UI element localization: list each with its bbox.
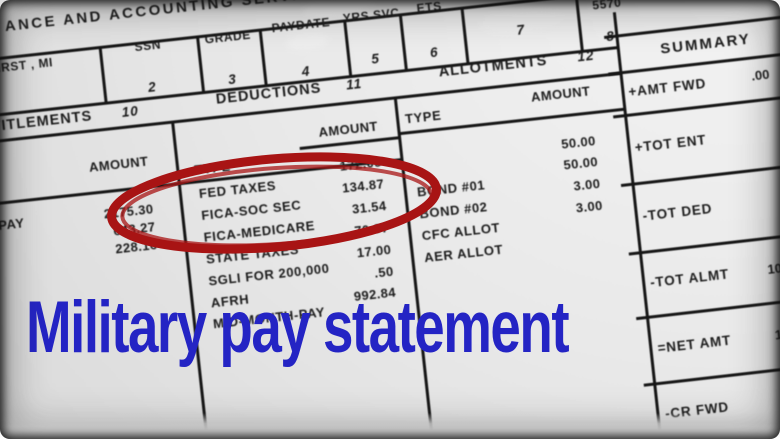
id-column-label: SSN [133, 37, 162, 55]
id-column-number: 5 [370, 50, 381, 67]
id-column-label: GRADE [203, 27, 252, 47]
grid-line-vertical [393, 96, 449, 439]
allotment-row-type: CFC ALLOT [421, 219, 501, 244]
entitlements-amount-header: AMOUNT [88, 153, 149, 175]
summary-item-label: +AMT FWD [627, 75, 707, 100]
summary-item-amount: .00 [750, 66, 771, 84]
allotment-row-amount: 50.00 [562, 153, 599, 173]
allotment-row-amount: 3.00 [575, 197, 604, 216]
deductions-section-number: 11 [345, 75, 363, 93]
allotment-row-type: AER ALLOT [423, 241, 504, 266]
redaction-smudge [285, 31, 329, 52]
id-column-number: 6 [429, 44, 439, 61]
entitlements-section-number: 10 [120, 103, 140, 120]
id-column-label: PAYDATE [270, 15, 331, 36]
photo-bottom-edge [0, 413, 780, 439]
entitlement-row-type: PAY [0, 215, 26, 233]
allotment-row-type: BOND #01 [416, 177, 486, 200]
allotments-type-header: TYPE [404, 107, 443, 127]
allotment-row-amount: 3.00 [572, 175, 602, 194]
allotment-row-type: BOND #02 [418, 199, 489, 222]
deductions-type-header: TYPE [193, 158, 232, 178]
caption-text: Military pay statement [26, 287, 570, 368]
summary-item-label: +TOT ENT [633, 132, 708, 156]
id-column-label: 5570 [591, 0, 623, 13]
summary-item-label: -TOT ALMT [649, 266, 730, 291]
summary-item-label: =NET AMT [656, 332, 732, 356]
summary-item-amount-partial: 10 [766, 260, 780, 277]
summary-item-label: -TOT DED [641, 200, 713, 224]
summary-item-amount-partial: 1 [774, 326, 780, 343]
allotments-section-number: 12 [576, 47, 596, 65]
id-column-label: ETS [415, 0, 443, 16]
